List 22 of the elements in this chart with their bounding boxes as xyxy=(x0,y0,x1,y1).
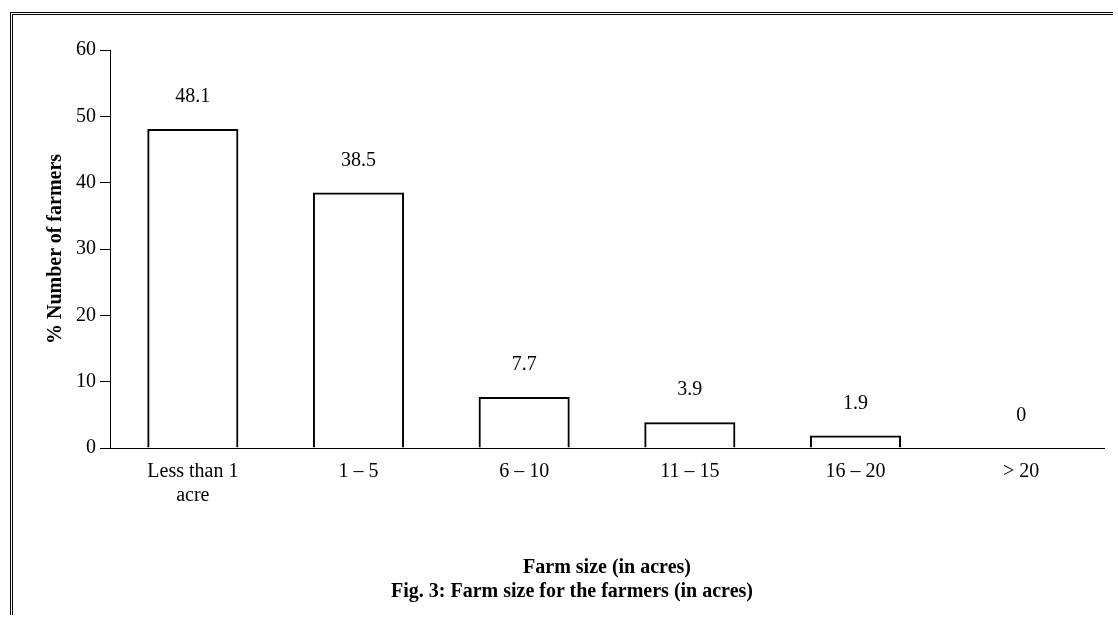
y-tick-label: 0 xyxy=(86,435,96,458)
y-tick-label: 50 xyxy=(76,103,96,126)
data-label: 38.5 xyxy=(341,147,376,170)
y-tick-label: 10 xyxy=(76,368,96,391)
y-tick-label: 40 xyxy=(76,169,96,192)
y-tick-label: 30 xyxy=(76,236,96,259)
data-label: 3.9 xyxy=(677,377,703,400)
x-tick-label: Less than 1 acre xyxy=(147,459,239,506)
x-tick-label: 1 – 5 xyxy=(338,459,379,482)
text: Fig. 3: Farm size for the farmers (in acres) xyxy=(391,579,753,603)
data-label: 7.7 xyxy=(511,352,537,375)
data-label: 1.9 xyxy=(843,390,868,413)
y-tick-label: 60 xyxy=(76,37,96,60)
x-tick-label: > 20 xyxy=(1003,459,1040,482)
x-axis-title: Farm size (in acres) xyxy=(523,555,691,579)
data-label: 48.1 xyxy=(175,84,211,107)
y-tick-label: 20 xyxy=(76,302,96,325)
data-label: 0 xyxy=(1016,403,1027,426)
y-axis-title: % Number of farmers xyxy=(43,153,66,345)
x-tick-label: 11 – 15 xyxy=(660,459,720,482)
x-tick-label: 6 – 10 xyxy=(499,459,550,482)
x-tick-label: 16 – 20 xyxy=(825,459,886,482)
